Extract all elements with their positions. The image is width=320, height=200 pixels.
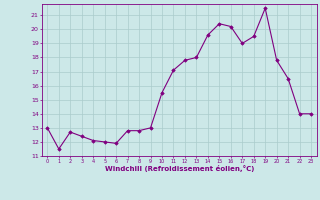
X-axis label: Windchill (Refroidissement éolien,°C): Windchill (Refroidissement éolien,°C) (105, 165, 254, 172)
